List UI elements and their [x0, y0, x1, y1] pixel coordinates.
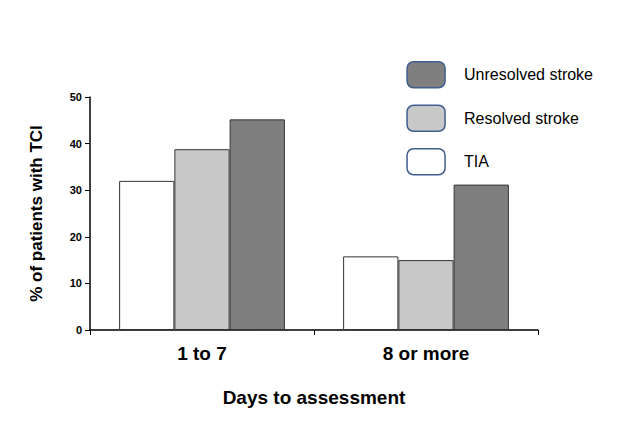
svg-text:Days to assessment: Days to assessment — [223, 387, 406, 408]
svg-text:0: 0 — [76, 324, 82, 336]
svg-text:Resolved stroke: Resolved stroke — [464, 110, 579, 127]
svg-text:% of patients with TCI: % of patients with TCI — [27, 125, 46, 302]
svg-text:50: 50 — [70, 91, 82, 103]
svg-text:20: 20 — [70, 231, 82, 243]
svg-text:10: 10 — [70, 277, 82, 289]
svg-text:40: 40 — [70, 138, 82, 150]
svg-text:30: 30 — [70, 184, 82, 196]
svg-text:8 or more: 8 or more — [383, 343, 470, 364]
svg-text:1 to 7: 1 to 7 — [177, 343, 227, 364]
svg-text:Unresolved stroke: Unresolved stroke — [464, 66, 593, 83]
svg-text:TIA: TIA — [464, 153, 489, 170]
